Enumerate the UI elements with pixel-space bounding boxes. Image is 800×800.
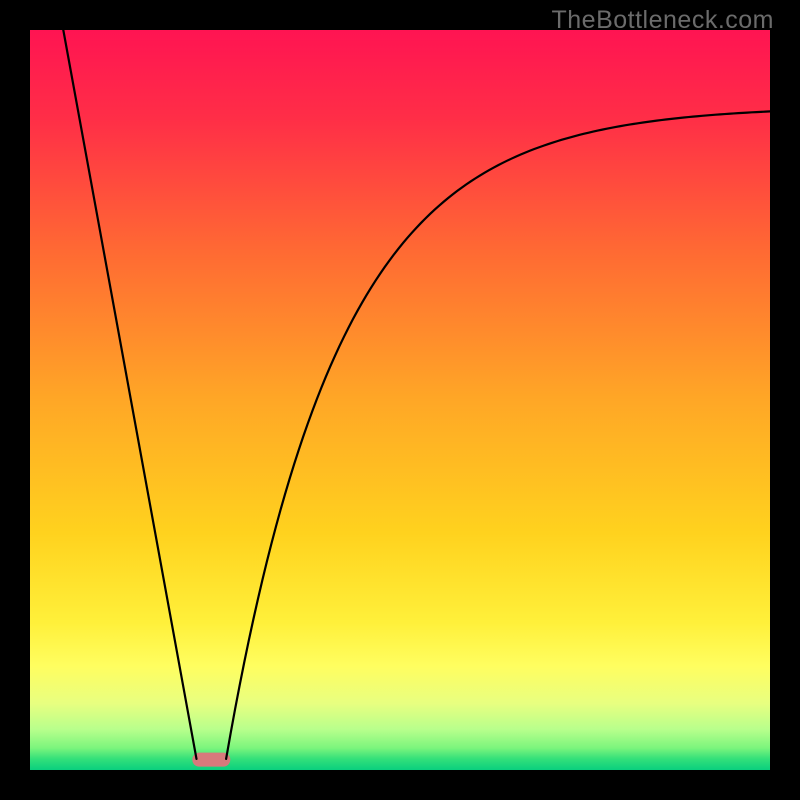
chart-container: TheBottleneck.com <box>0 0 800 800</box>
plot-area <box>30 30 770 770</box>
min-marker <box>192 753 230 767</box>
bottleneck-chart <box>0 0 800 800</box>
watermark-text: TheBottleneck.com <box>552 6 775 35</box>
